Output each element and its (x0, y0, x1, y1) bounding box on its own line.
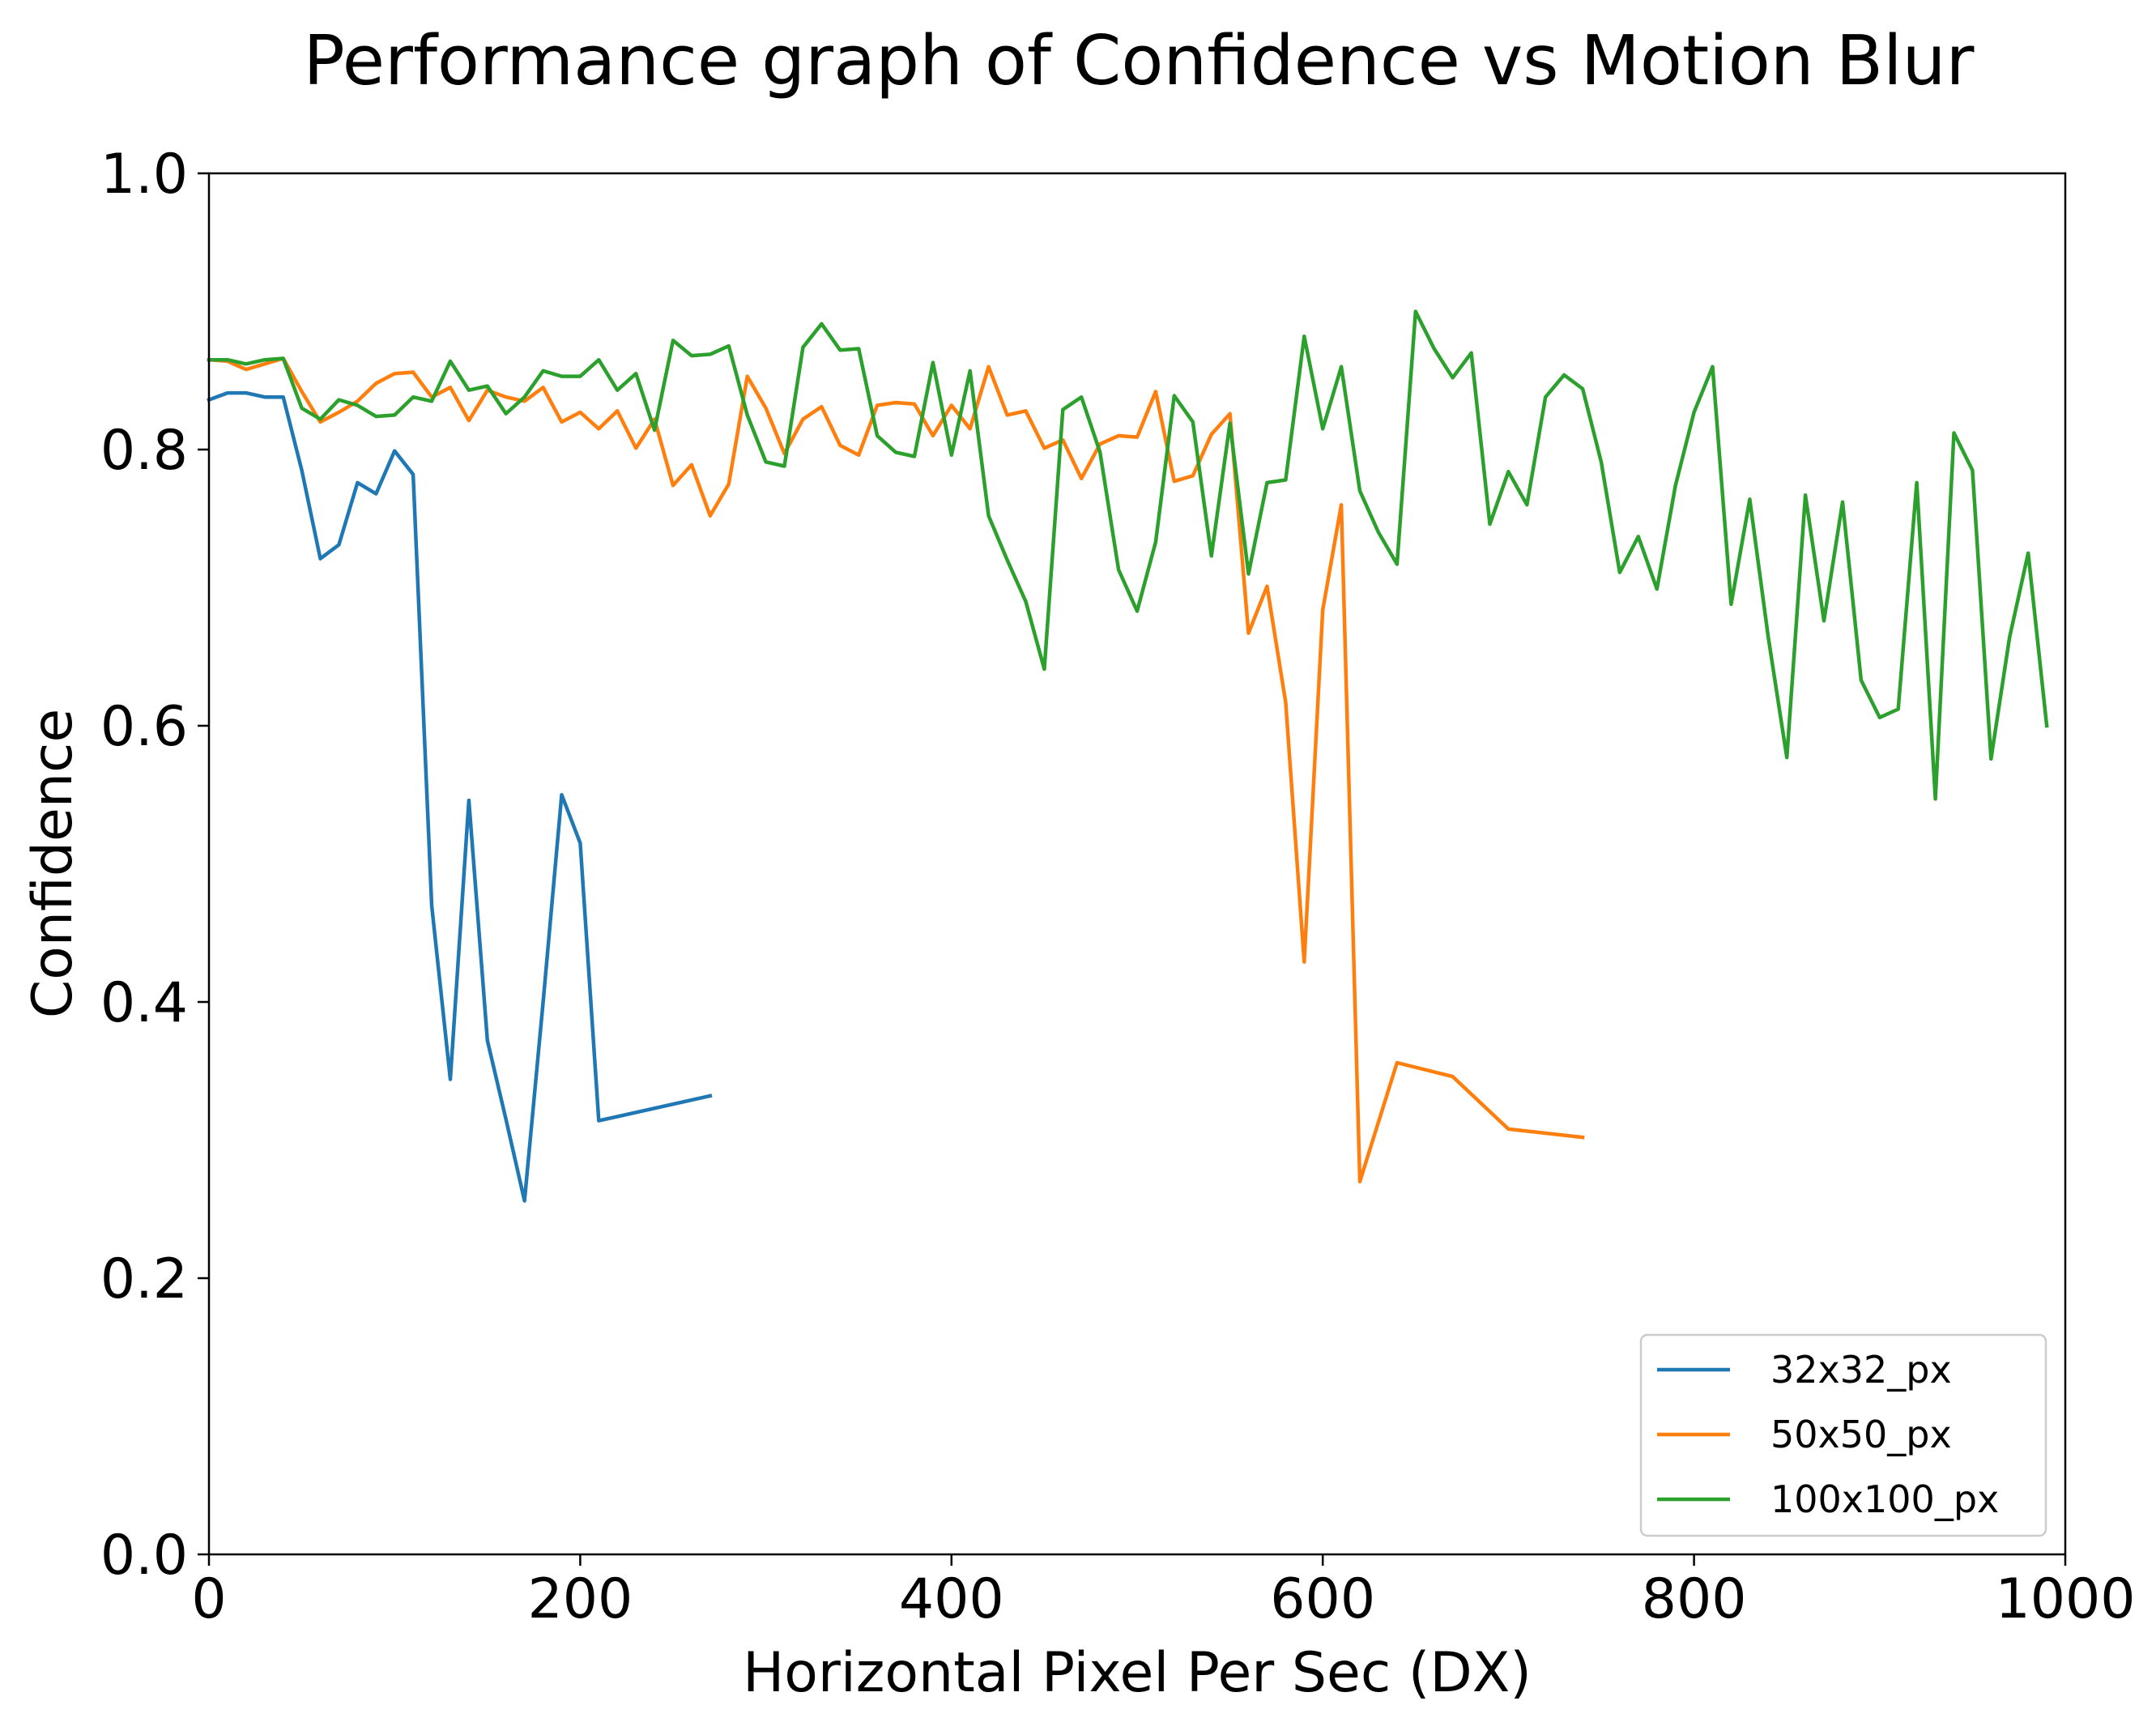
series-line-50x50_px (207, 356, 1585, 1183)
y-tick-label: 0.6 (100, 695, 188, 759)
legend-box (1639, 1333, 2047, 1537)
x-axis: 0 200 400 600 800 1000 (191, 1554, 2136, 1631)
y-axis: 0.0 0.2 0.4 0.6 0.8 1.0 (100, 143, 209, 1588)
series-line-100x100_px (207, 309, 2049, 801)
series-line-32x32_px (207, 390, 713, 1203)
y-tick-label: 0.0 (100, 1524, 188, 1588)
y-tick-label: 1.0 (100, 143, 188, 207)
y-axis-label: Confidence (21, 709, 85, 1018)
y-tick-label: 0.2 (100, 1247, 188, 1311)
legend-label-100x100_px: 100x100_px (1770, 1477, 1999, 1521)
x-tick-label: 800 (1642, 1567, 1747, 1631)
chart-title: Performance graph of Confidence vs Motio… (304, 21, 1975, 101)
legend: 32x32_px 50x50_px 100x100_px (1639, 1333, 2047, 1537)
plot-area (207, 172, 2067, 1556)
series-layer (207, 309, 2049, 1203)
x-axis-label: Horizontal Pixel Per Sec (DX) (743, 1641, 1532, 1705)
legend-label-32x32_px: 32x32_px (1770, 1348, 1952, 1392)
x-tick-label: 600 (1270, 1567, 1375, 1631)
y-tick-label: 0.8 (100, 419, 188, 483)
x-tick-label: 0 (191, 1567, 226, 1631)
plot-frame (207, 172, 2067, 1556)
x-tick-label: 400 (899, 1567, 1004, 1631)
y-tick-label: 0.4 (100, 971, 188, 1035)
x-tick-label: 1000 (1995, 1567, 2135, 1631)
x-tick-label: 200 (528, 1567, 633, 1631)
legend-label-50x50_px: 50x50_px (1770, 1413, 1952, 1456)
